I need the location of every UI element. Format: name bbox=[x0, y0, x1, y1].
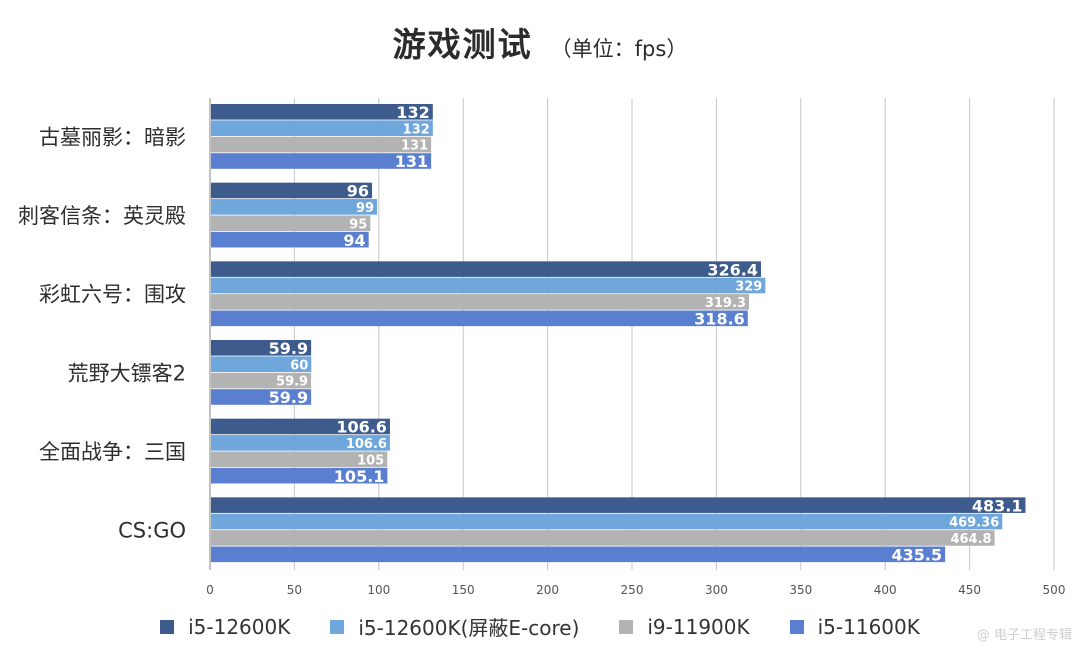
data-label: 132 bbox=[396, 103, 429, 122]
chart-title: 游戏测试 bbox=[392, 25, 533, 64]
x-tick-label: 50 bbox=[287, 583, 302, 597]
bar bbox=[211, 231, 369, 248]
legend-item: i5-11600K bbox=[789, 614, 920, 639]
bar bbox=[211, 182, 373, 199]
data-label: 318.6 bbox=[694, 309, 745, 328]
chart-subtitle: （单位：fps） bbox=[550, 37, 688, 61]
bar bbox=[211, 294, 749, 310]
data-label: 106.6 bbox=[346, 437, 387, 452]
bar bbox=[211, 546, 946, 563]
data-label: 132 bbox=[403, 122, 430, 137]
bar bbox=[211, 261, 761, 277]
bar bbox=[211, 136, 432, 153]
category-label: 全面战争：三国 bbox=[39, 440, 186, 464]
x-tick-label: 0 bbox=[206, 583, 214, 597]
bar bbox=[211, 530, 995, 546]
data-label: 131 bbox=[395, 152, 428, 171]
data-label: 105.1 bbox=[334, 467, 385, 486]
data-label: 96 bbox=[347, 182, 369, 201]
bar bbox=[211, 356, 312, 372]
category-label: 彩虹六号：围攻 bbox=[39, 283, 186, 307]
x-tick-label: 300 bbox=[705, 583, 728, 597]
data-label: 94 bbox=[343, 231, 365, 250]
x-tick-label: 200 bbox=[536, 583, 559, 597]
legend-item: i5-12600K(屏蔽E-core) bbox=[330, 612, 579, 641]
data-label: 106.6 bbox=[336, 418, 387, 437]
x-tick-label: 450 bbox=[958, 583, 981, 597]
data-label: 435.5 bbox=[892, 545, 943, 564]
legend-swatch bbox=[619, 619, 634, 634]
bar bbox=[211, 104, 433, 120]
category-label: 刺客信条：英灵殿 bbox=[18, 204, 186, 228]
bar bbox=[211, 467, 388, 484]
watermark: @ 电子工程专辑 bbox=[976, 628, 1072, 643]
bar bbox=[211, 277, 766, 294]
bar bbox=[211, 451, 388, 468]
bar bbox=[211, 310, 748, 327]
bar bbox=[211, 120, 433, 136]
data-label: 60 bbox=[290, 358, 308, 373]
category-label: 古墓丽影：暗影 bbox=[39, 125, 186, 149]
bar bbox=[211, 435, 390, 451]
data-label: 329 bbox=[735, 280, 762, 295]
data-label: 483.1 bbox=[972, 496, 1023, 515]
data-label: 99 bbox=[356, 201, 374, 216]
data-label: 59.9 bbox=[269, 388, 308, 407]
data-label: 131 bbox=[401, 139, 428, 154]
data-label: 59.9 bbox=[269, 339, 308, 358]
data-label: 105 bbox=[357, 453, 384, 468]
data-label: 59.9 bbox=[276, 375, 308, 390]
category-label: CS:GO bbox=[118, 519, 186, 543]
x-tick-label: 500 bbox=[1043, 583, 1066, 597]
bar bbox=[211, 513, 1003, 530]
bar bbox=[211, 418, 390, 435]
legend-label: i5-11600K bbox=[817, 614, 920, 639]
x-tick-label: 400 bbox=[874, 583, 897, 597]
bar bbox=[211, 389, 312, 405]
legend-label: i5-12600K bbox=[188, 614, 291, 639]
chart-legend: i5-12600K i5-12600K(屏蔽E-core) i9-11900K i5-… bbox=[0, 612, 1080, 641]
legend-label: i5-12600K(屏蔽E-core) bbox=[358, 616, 580, 640]
chart-title-block: 游戏测试 （单位：fps） bbox=[0, 18, 1080, 66]
x-tick-label: 250 bbox=[621, 583, 644, 597]
data-label: 469.36 bbox=[949, 516, 999, 531]
x-tick-label: 350 bbox=[789, 583, 812, 597]
legend-item: i5-12600K bbox=[160, 615, 290, 639]
legend-swatch bbox=[160, 619, 175, 634]
bar bbox=[211, 199, 378, 215]
data-label: 326.4 bbox=[707, 260, 758, 279]
bar bbox=[211, 372, 312, 389]
data-label: 319.3 bbox=[705, 296, 746, 311]
bar bbox=[211, 340, 312, 356]
bar bbox=[211, 215, 371, 232]
legend-label: i9-11900K bbox=[647, 614, 750, 639]
x-tick-label: 100 bbox=[367, 583, 390, 597]
x-tick-label: 150 bbox=[452, 583, 475, 597]
legend-swatch bbox=[330, 619, 345, 634]
bar bbox=[211, 153, 432, 169]
legend-item: i9-11900K bbox=[619, 614, 750, 639]
bar bbox=[211, 497, 1026, 513]
data-label: 464.8 bbox=[950, 532, 991, 547]
data-label: 95 bbox=[349, 217, 367, 232]
legend-swatch bbox=[789, 619, 804, 634]
category-label: 荒野大镖客2 bbox=[68, 361, 186, 385]
